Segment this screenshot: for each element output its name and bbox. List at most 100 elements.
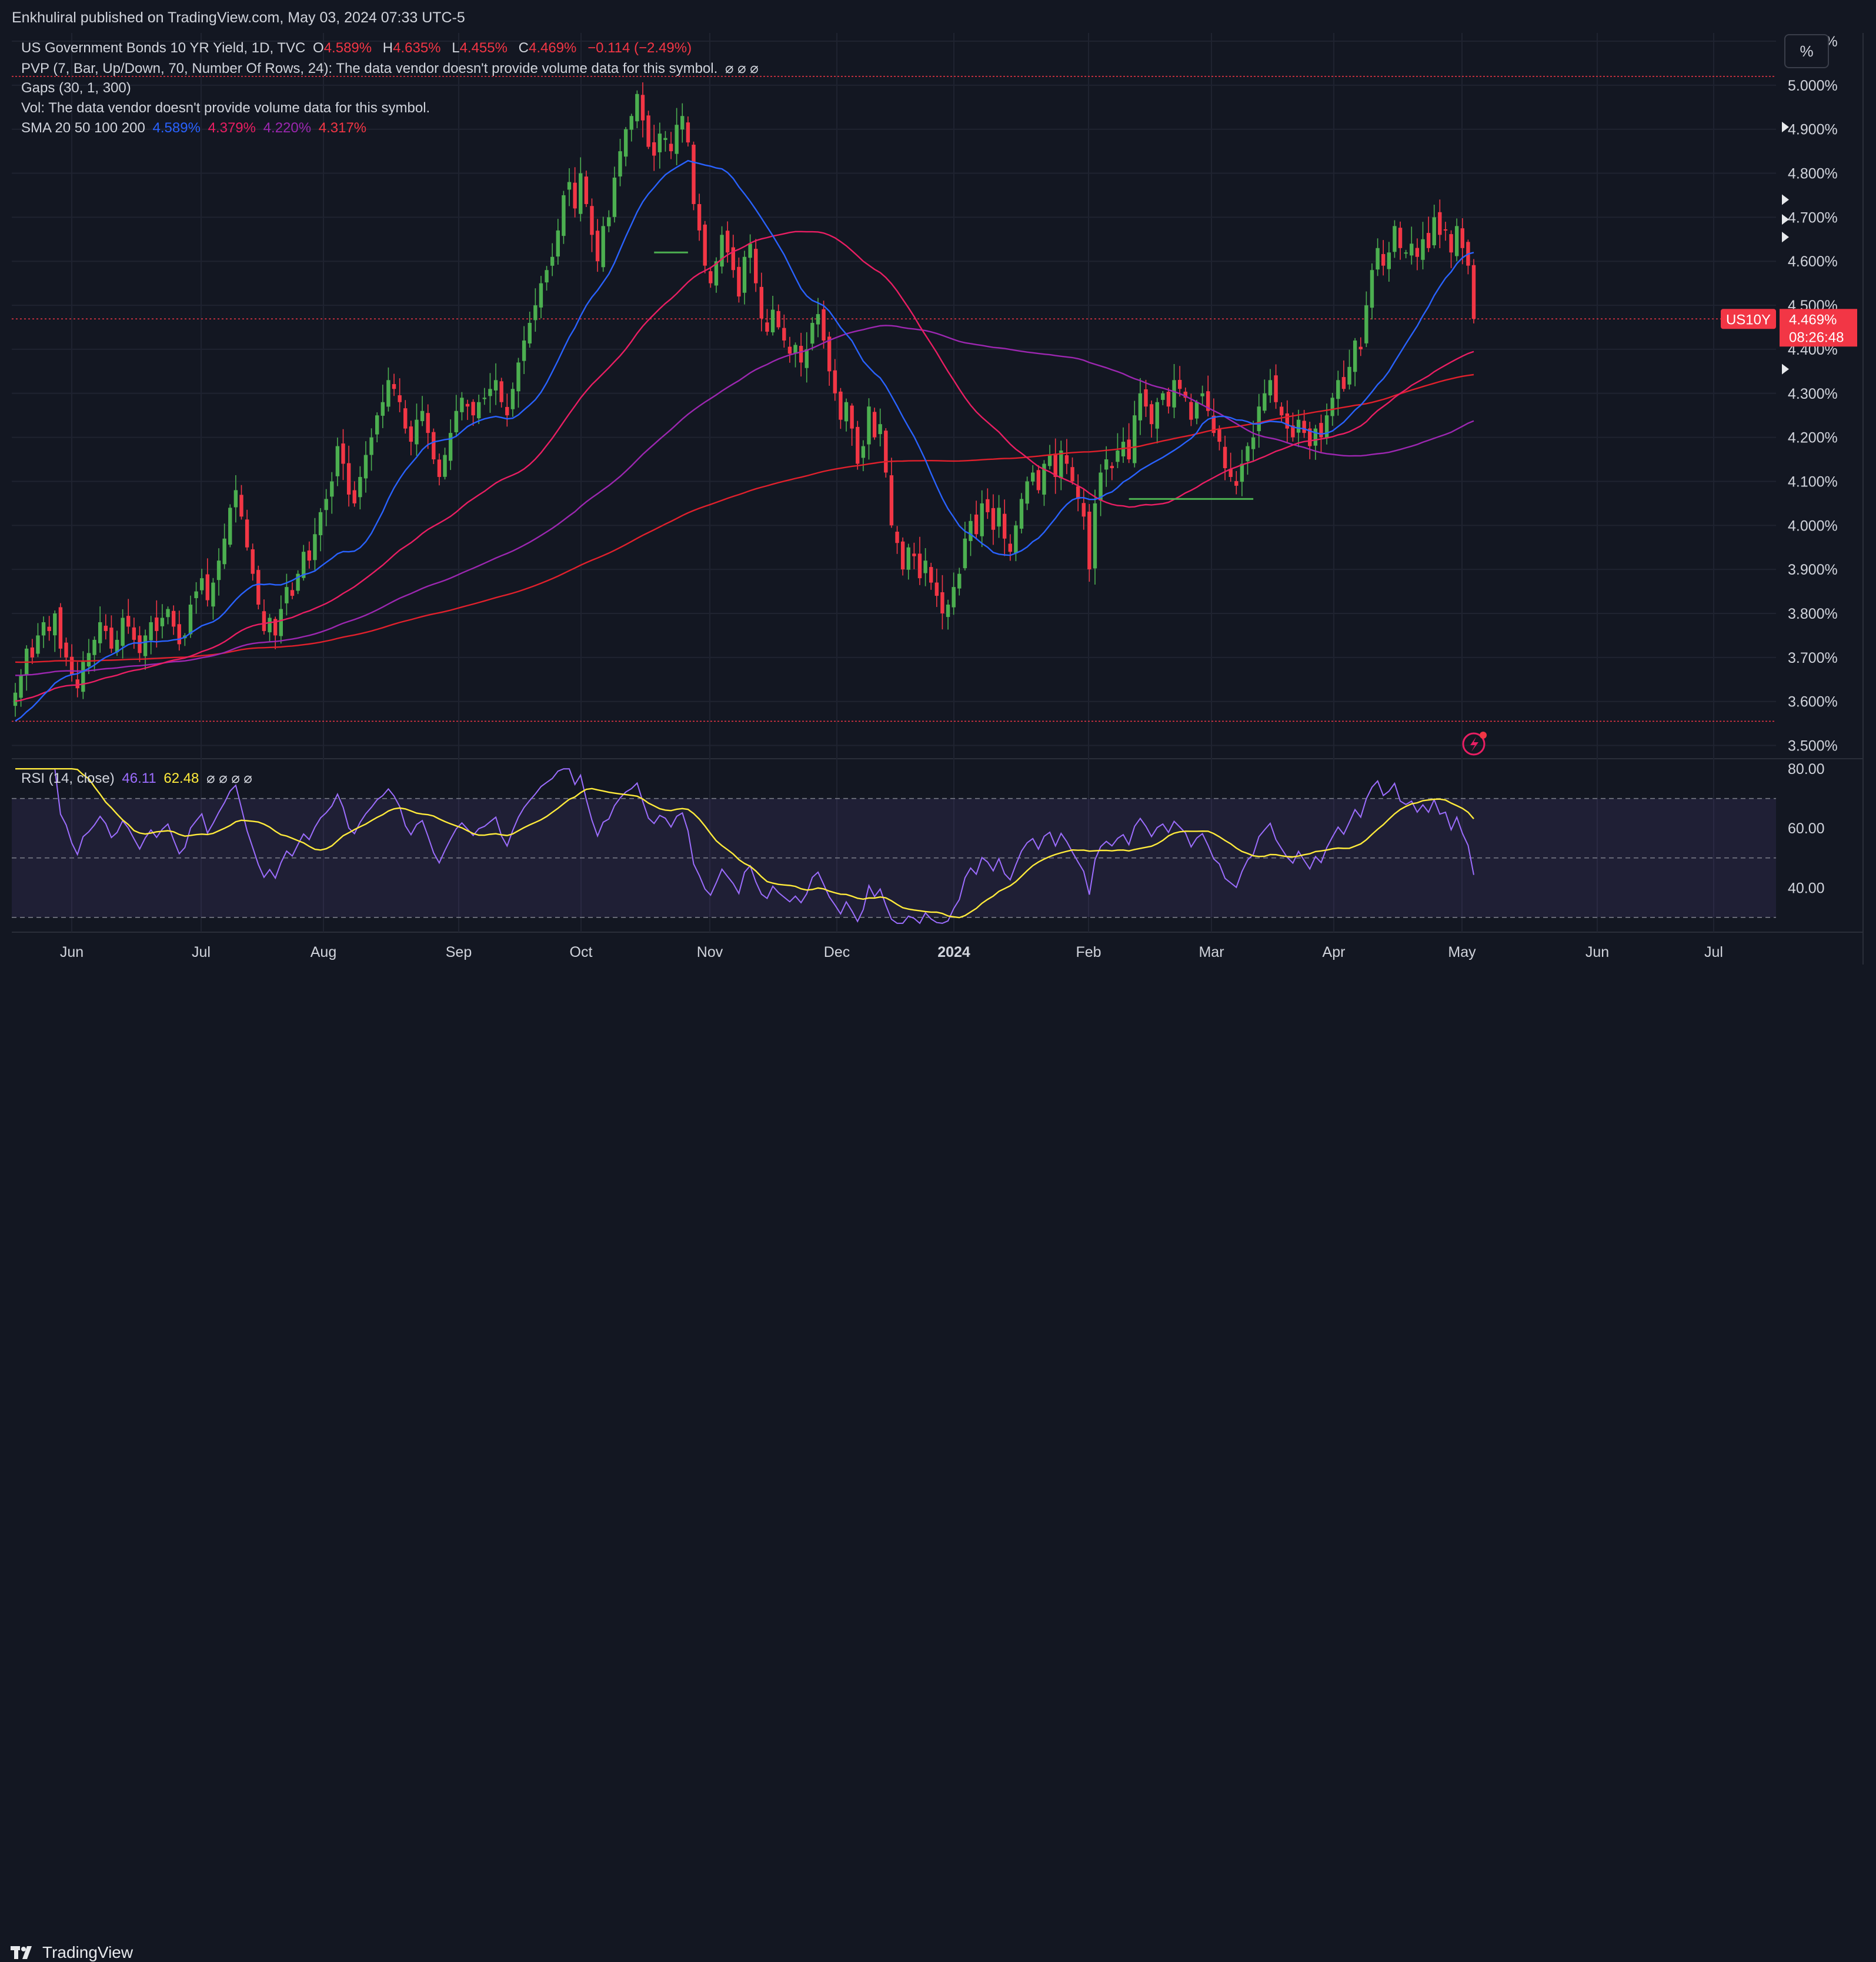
candle-body (358, 476, 362, 498)
candle-body (155, 617, 159, 631)
rsi-legend[interactable]: RSI (14, close) 46.11 62.48 ⌀ ⌀ ⌀ ⌀ (21, 770, 256, 787)
candle-body (75, 679, 79, 689)
symbol-title[interactable]: US Government Bonds 10 YR Yield, 1D, TVC (21, 40, 306, 56)
rsi-ma-value: 62.48 (163, 770, 199, 786)
candle-body (1234, 481, 1239, 486)
candle-body (437, 459, 442, 477)
time-tick-label: Mar (1199, 944, 1224, 960)
price-tick-label: 4.700% (1788, 209, 1838, 226)
candle-body (1449, 234, 1453, 253)
candle-body (884, 431, 888, 473)
candle-body (392, 384, 396, 389)
close-value: 4.469% (528, 40, 577, 56)
candle-body (346, 463, 351, 495)
candle-body (1047, 455, 1052, 466)
candle-body (1336, 380, 1340, 399)
candle-body (1177, 379, 1182, 389)
price-tick-label: 4.000% (1788, 518, 1838, 534)
pvp-hidden-icons[interactable]: ⌀ ⌀ ⌀ (725, 61, 759, 76)
candle-body (499, 381, 503, 402)
candle-body (1042, 463, 1046, 495)
candle-body (1116, 451, 1120, 462)
candle-body (1070, 467, 1074, 482)
candle-body (1268, 380, 1273, 396)
candle-body (737, 266, 741, 297)
candle-body (1081, 503, 1086, 517)
candle-body (590, 206, 594, 235)
candle-body (725, 231, 730, 253)
candle-body (143, 635, 148, 656)
sma-legend[interactable]: SMA 20 50 100 200 4.589% 4.379% 4.220% 4… (21, 120, 370, 136)
candle-body (952, 587, 956, 608)
pvp-legend[interactable]: PVP (7, Bar, Up/Down, 70, Number Of Rows… (21, 60, 762, 77)
alert-icon (1462, 732, 1486, 756)
candle-body (86, 653, 91, 667)
candle-body (92, 639, 96, 655)
candle-body (1432, 217, 1436, 246)
candle-body (663, 138, 667, 140)
vol-legend[interactable]: Vol: The data vendor doesn't provide vol… (21, 100, 430, 116)
price-tick-label: 3.500% (1788, 738, 1838, 755)
rsi-tick-label: 40.00 (1788, 880, 1825, 896)
candle-body (1172, 380, 1176, 408)
tradingview-brand[interactable]: TradingView (11, 1943, 133, 1962)
sma-label: SMA 20 50 100 200 (21, 120, 145, 136)
time-tick-label: Jun (60, 944, 84, 960)
candle-body (816, 314, 820, 325)
candle-body (398, 395, 402, 402)
candle-body (567, 182, 572, 190)
chart-canvas[interactable]: Jun Jul Aug Sep Oct Nov Dec 2024 Feb Mar Apr May Jun… (0, 0, 1876, 1009)
candle-body (765, 322, 769, 332)
candle-body (703, 224, 707, 266)
gaps-legend[interactable]: Gaps (30, 1, 300) (21, 80, 131, 96)
candle-body (889, 475, 894, 526)
candle-body (126, 616, 131, 627)
candle-body (1471, 265, 1476, 319)
candle-body (573, 182, 577, 209)
tradingview-logo-icon (11, 1946, 32, 1959)
candle-body (900, 541, 905, 570)
candle-body (770, 309, 775, 333)
price-tick-label: 3.800% (1788, 606, 1838, 622)
candle-body (375, 415, 379, 435)
candle-body (216, 560, 221, 580)
candle-body (426, 413, 430, 433)
candle-body (957, 573, 962, 589)
candle-body (330, 481, 334, 497)
candle-body (861, 446, 866, 458)
candle-body (1274, 375, 1278, 402)
close-label: C (518, 40, 529, 56)
candle-body (997, 508, 1001, 527)
candle-body (528, 323, 532, 343)
candle-body (1370, 270, 1374, 308)
symbol-legend: US Government Bonds 10 YR Yield, 1D, TVC… (21, 40, 695, 56)
time-tick-label: 2024 (937, 944, 970, 960)
candle-body (81, 662, 85, 692)
candle-body (1421, 239, 1425, 260)
candle-body (1443, 229, 1448, 231)
percent-scale-button[interactable]: % (1784, 34, 1829, 68)
price-tick-label: 5.000% (1788, 78, 1838, 94)
candle-body (1454, 226, 1459, 256)
candle-body (1251, 437, 1256, 449)
candle-body (940, 592, 944, 614)
candle-body (1223, 446, 1227, 469)
candle-body (415, 419, 419, 445)
candle-body (929, 567, 933, 583)
candle-body (1087, 511, 1091, 570)
candle-body (793, 345, 797, 353)
candle-body (652, 142, 656, 156)
candle-body (138, 635, 142, 653)
candle-body (1410, 243, 1414, 256)
candle-body (607, 217, 611, 226)
candle-body (222, 538, 226, 565)
candle-body (1341, 377, 1346, 389)
candle-body (386, 380, 390, 407)
candle-body (612, 178, 617, 217)
candle-body (822, 309, 826, 341)
rsi-hidden-icons[interactable]: ⌀ ⌀ ⌀ ⌀ (206, 770, 252, 786)
candle-body (669, 144, 673, 152)
candle-body (595, 231, 600, 262)
candle-body (601, 226, 605, 268)
candle-body (268, 618, 272, 633)
